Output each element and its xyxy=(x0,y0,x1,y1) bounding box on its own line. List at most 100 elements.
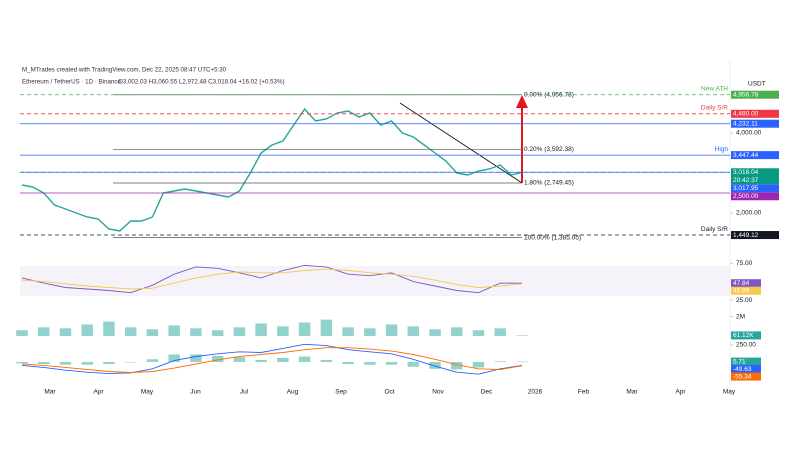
price-box xyxy=(731,151,779,160)
price-box-label: 3,017.95 xyxy=(733,185,759,192)
author-line: M_MTrades created with TradingView.com, … xyxy=(22,67,227,74)
y-tick-label: 2,000.00 xyxy=(736,210,762,217)
volume-bar xyxy=(407,326,420,336)
x-tick-label: Oct xyxy=(384,389,394,396)
price-box xyxy=(731,109,779,118)
price-box xyxy=(731,231,779,240)
volume-bar xyxy=(16,330,28,336)
fib-label: 0.20% (3,592.38) xyxy=(524,146,574,153)
indicator-line xyxy=(21,343,523,375)
price-line xyxy=(21,107,523,232)
value-box-label: 5.71 xyxy=(733,358,746,365)
x-tick-label: Nov xyxy=(432,389,444,396)
price-box xyxy=(731,90,779,99)
x-tick-label: Mar xyxy=(626,389,638,396)
x-tick-label: 2026 xyxy=(528,389,543,396)
histogram-bar xyxy=(103,361,115,365)
x-tick-label: Apr xyxy=(675,389,686,396)
symbol: Ethereum / TetherUS · 1D · Binance xyxy=(22,79,121,86)
y-tick-label: 75.00 xyxy=(736,260,753,267)
histogram-bar xyxy=(516,361,528,363)
volume-bar xyxy=(211,330,224,336)
fib-label: 1.80% (2,749.45) xyxy=(524,180,574,187)
value-box xyxy=(731,372,761,381)
volume-bar xyxy=(320,319,333,336)
y-tick-label: 25.00 xyxy=(736,297,753,304)
volume-bar xyxy=(472,330,485,336)
price-box-label: 4,232.11 xyxy=(733,120,758,127)
volume-bar xyxy=(146,329,159,336)
histogram-bar xyxy=(472,361,485,368)
price-box xyxy=(731,184,779,193)
volume-bar xyxy=(168,325,180,336)
price-box-label: 4,956.78 xyxy=(733,91,759,98)
level-note: New ATH xyxy=(701,85,728,92)
indicator-line xyxy=(21,264,523,294)
volume-bar xyxy=(255,323,267,336)
histogram-bar xyxy=(233,357,246,362)
volume-bar xyxy=(342,327,354,336)
level-note: Daily S/R xyxy=(701,226,728,233)
volume-bar xyxy=(516,335,528,336)
x-tick-label: Aug xyxy=(287,389,299,396)
value-box-label: 61.12K xyxy=(733,332,754,339)
value-box xyxy=(731,279,761,288)
volume-bar xyxy=(364,328,376,336)
volume-bar xyxy=(38,327,50,336)
volume-bar xyxy=(103,321,115,336)
price-box xyxy=(731,119,779,128)
y-tick-label: 4,000.00 xyxy=(736,130,762,137)
target-arrowhead xyxy=(516,95,528,108)
trendline xyxy=(399,102,523,184)
histogram-bar xyxy=(451,361,463,370)
histogram-bar xyxy=(298,356,311,362)
histogram-bar xyxy=(81,361,93,365)
indicator-line xyxy=(21,347,523,373)
rsi-band xyxy=(20,266,730,296)
histogram-bar xyxy=(38,361,50,365)
x-tick-label: Mar xyxy=(44,389,56,396)
price-box-label: 3,447.44 xyxy=(733,152,759,159)
volume-bar xyxy=(124,327,137,336)
value-box xyxy=(731,286,761,295)
histogram-bar xyxy=(146,359,159,362)
histogram-bar xyxy=(277,357,289,362)
x-tick-label: Feb xyxy=(578,389,590,396)
volume-bar xyxy=(494,328,506,336)
price-box-label: 4,480.00 xyxy=(733,111,759,118)
value-box xyxy=(731,365,761,374)
histogram-bar xyxy=(407,361,420,367)
price-box-label: 2,500.00 xyxy=(733,193,759,200)
x-tick-label: Apr xyxy=(93,389,104,396)
x-tick-label: Dec xyxy=(481,389,493,396)
y-tick-label: 250.00 xyxy=(736,342,756,349)
unit-label: USDT xyxy=(748,81,766,88)
histogram-bar xyxy=(124,361,137,363)
histogram-bar xyxy=(59,361,72,365)
volume-bar xyxy=(385,324,398,336)
ohlc: O3,002.03 H3,060.55 L2,972.48 C3,018.04 … xyxy=(118,79,285,86)
x-tick-label: Sep xyxy=(335,389,347,396)
volume-bar xyxy=(190,328,202,336)
histogram-bar xyxy=(168,354,180,362)
value-box-label: 47.84 xyxy=(733,280,750,287)
price-box-label: 3,018.04 xyxy=(733,169,759,176)
x-tick-label: Jun xyxy=(190,389,201,396)
x-tick-label: May xyxy=(723,389,736,396)
x-tick-label: Jul xyxy=(240,389,249,396)
histogram-bar xyxy=(211,355,224,362)
histogram-bar xyxy=(190,354,202,362)
value-box-label: -55.34 xyxy=(733,373,752,380)
volume-bar xyxy=(298,322,311,336)
histogram-bar xyxy=(494,361,506,362)
histogram-bar xyxy=(385,361,398,365)
histogram-bar xyxy=(16,361,28,364)
level-note: High xyxy=(715,146,729,153)
y-tick-label: 2M xyxy=(736,313,745,320)
volume-bar xyxy=(59,328,72,336)
value-box-label: -49.63 xyxy=(733,366,752,373)
histogram-bar xyxy=(320,359,333,362)
histogram-bar xyxy=(364,361,376,365)
